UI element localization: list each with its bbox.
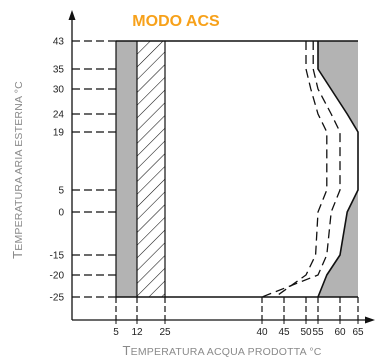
x-axis-label: TEMPERATURA ACQUA PRODOTTA °C [122,343,321,358]
y-tick-label: -15 [50,251,65,262]
hatched-band [137,41,165,297]
y-tick-label: 30 [53,85,65,96]
y-axis-label-first: T [10,251,25,259]
y-tick-label: 0 [58,208,64,219]
dashed-line-outer [261,41,341,298]
x-tick-label: 60 [334,327,346,338]
y-tick-label: 19 [53,128,65,139]
y-tick-label: 43 [53,37,65,48]
x-axis-label-rest: EMPERATURA ACQUA PRODOTTA °C [131,346,322,358]
y-tick-label: 35 [53,65,65,76]
x-tick-label: 45 [278,327,290,338]
x-tick-label: 55 [312,327,324,338]
y-tick-label: 24 [53,110,65,121]
regions [115,40,358,298]
x-tick-label: 40 [256,327,268,338]
axes [68,10,375,324]
x-tick-label: 25 [159,327,171,338]
x-tick-label: 50 [300,327,312,338]
y-tick-label: -20 [50,271,65,282]
solid-boundary-line [317,41,359,298]
y-tick-label: -25 [50,293,65,304]
lines [261,41,359,298]
x-tick-label: 12 [131,327,143,338]
y-axis-arrow [68,10,76,20]
gray-band-left [116,41,137,297]
y-axis-label-rest: EMPERATURA ARIA ESTERNA °C [13,81,25,251]
gray-region-right-top [318,41,358,132]
gray-region-right [318,41,358,297]
dashed-line-inner [274,41,328,298]
chart-title: MODO ACS [132,13,220,30]
x-tick-label: 5 [113,327,119,338]
x-tick-label: 65 [352,327,364,338]
y-axis-label: TEMPERATURA ARIA ESTERNA °C [10,81,25,259]
y-tick-label: 5 [58,186,64,197]
x-axis-label-first: T [122,343,130,358]
x-axis-arrow [365,316,375,324]
